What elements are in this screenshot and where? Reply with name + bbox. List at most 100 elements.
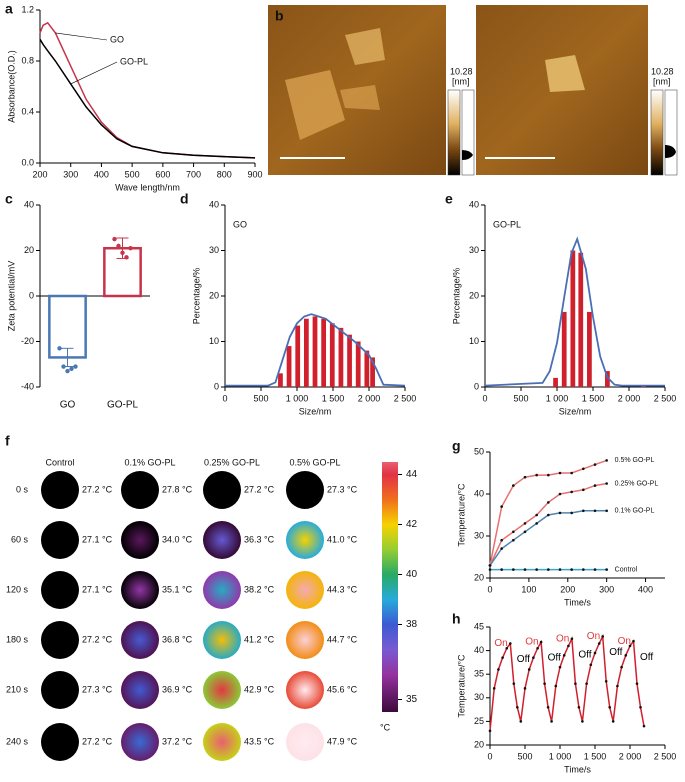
colorbar-tick-label: 42 — [406, 519, 418, 530]
point — [605, 568, 608, 571]
x-tick-label: 700 — [186, 169, 201, 179]
x-tick-label: 400 — [94, 169, 109, 179]
flake — [545, 55, 585, 92]
point — [593, 463, 597, 466]
y-tick-label: -20 — [21, 336, 34, 346]
bar — [364, 350, 370, 387]
annotation: Off — [517, 654, 530, 665]
colorbar — [382, 462, 398, 712]
x-tick-label: 2 000 — [619, 751, 642, 761]
temperature-label: 36.8 °C — [162, 634, 193, 644]
point — [65, 368, 70, 374]
point — [616, 684, 619, 688]
y-tick-label: 10 — [209, 336, 219, 346]
x-tick-label: 1 000 — [549, 751, 572, 761]
row-label: 180 s — [6, 634, 29, 644]
point — [601, 635, 604, 638]
y-axis-label: Temperature/°C — [456, 654, 466, 718]
point — [516, 705, 519, 709]
afm-max: 10.28 — [651, 66, 674, 76]
y-tick-label: 40 — [474, 645, 484, 655]
thermal-image — [41, 471, 79, 509]
legend-label: GO — [110, 34, 124, 44]
annotation: On — [556, 633, 569, 644]
bar — [561, 311, 567, 387]
afm-unit: [nm] — [452, 76, 470, 86]
temperature-label: 36.9 °C — [162, 684, 193, 694]
point — [570, 490, 573, 494]
temperature-label: 27.8 °C — [162, 484, 193, 494]
bar — [286, 346, 292, 387]
y-tick-label: 35 — [474, 669, 484, 679]
x-tick-label: 2 500 — [654, 393, 677, 403]
y-tick-label: 10 — [469, 336, 479, 346]
thermal-image — [121, 471, 159, 509]
x-tick-label: 600 — [155, 169, 170, 179]
panel-letter: c — [5, 191, 13, 207]
point — [523, 475, 527, 479]
point — [128, 246, 133, 251]
annotation: Off — [578, 649, 591, 660]
thermal-image — [203, 621, 241, 659]
point — [585, 682, 588, 685]
point — [567, 644, 570, 648]
y-axis-label: Percentage/% — [451, 268, 461, 325]
y-tick-label: 20 — [469, 290, 479, 300]
bar — [329, 323, 335, 387]
point — [597, 642, 601, 645]
flake — [345, 28, 385, 65]
point — [589, 663, 593, 667]
point — [124, 255, 129, 260]
annotation: On — [525, 637, 538, 648]
y-tick-label: 20 — [474, 572, 484, 582]
point — [558, 568, 562, 571]
thermal-image — [41, 671, 79, 709]
afm-panel: 10.28 [nm] 10.28 [nm] b — [268, 5, 678, 176]
point — [488, 568, 492, 571]
thermal-image — [286, 571, 324, 609]
point — [535, 473, 538, 477]
row-label: 60 s — [11, 534, 29, 544]
fit-curve — [225, 313, 406, 387]
y-tick-label: 40 — [474, 488, 484, 498]
point — [497, 668, 500, 671]
line — [39, 38, 256, 159]
thermal-image — [121, 671, 159, 709]
chart-title: GO — [233, 219, 247, 229]
x-tick-label: 2 000 — [358, 393, 381, 403]
annotation: Off — [548, 653, 561, 664]
temperature-label: 38.2 °C — [244, 584, 275, 594]
point — [523, 687, 527, 690]
temperature-label: 47.9 °C — [327, 736, 358, 746]
legend-label: 0.5% GO-PL — [615, 457, 655, 464]
x-tick-label: 300 — [599, 584, 614, 594]
point — [547, 473, 550, 477]
point — [605, 509, 608, 513]
thermal-image — [121, 723, 159, 761]
point — [570, 637, 574, 641]
point — [570, 511, 573, 515]
x-tick-label: 800 — [217, 169, 232, 179]
bar — [355, 341, 361, 387]
bar — [312, 316, 318, 387]
temperature-label: 37.2 °C — [162, 736, 193, 746]
x-tick-label: 500 — [253, 393, 268, 403]
y-axis-label: Temperature/°C — [456, 483, 466, 547]
x-tick-label: 1 500 — [584, 751, 607, 761]
temperature-label: 27.2 °C — [244, 484, 275, 494]
point — [608, 705, 611, 709]
point — [593, 651, 597, 655]
point — [512, 682, 516, 685]
point — [605, 482, 608, 485]
bar — [321, 318, 327, 387]
x-axis-label: Time/s — [564, 597, 591, 607]
leader-line — [70, 61, 118, 85]
point — [582, 568, 585, 571]
x-tick-label: 200 — [560, 584, 575, 594]
thermal-image — [203, 571, 241, 609]
point — [69, 366, 74, 371]
panel-letter: g — [452, 438, 461, 454]
y-tick-label: 40 — [24, 199, 34, 209]
point — [632, 639, 635, 643]
y-tick-label: 30 — [469, 245, 479, 255]
